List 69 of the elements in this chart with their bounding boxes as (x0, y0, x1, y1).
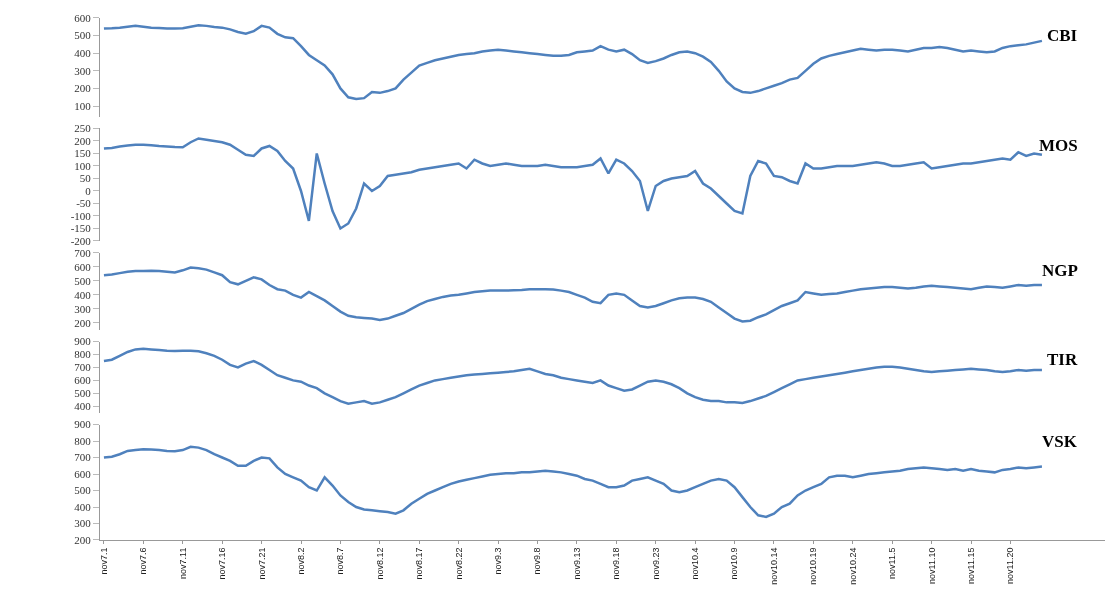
y-tick-label: 700 (74, 451, 92, 464)
y-tick-label: 700 (74, 246, 92, 259)
x-tick-label: nov7.21 (256, 547, 267, 580)
x-tick-label: nov11.15 (965, 547, 976, 584)
y-tick-label: 300 (74, 302, 92, 315)
y-tick-label: 800 (74, 348, 92, 361)
y-tick-label: 0 (85, 184, 92, 197)
y-tick-label: 600 (74, 467, 92, 480)
x-tick-label: nov8.7 (335, 547, 346, 575)
x-tick-label: nov9.18 (611, 547, 622, 580)
y-tick-label: -200 (70, 234, 92, 247)
y-tick-label: -100 (70, 209, 92, 222)
line-series (102, 347, 1044, 405)
y-tick-label: 700 (74, 361, 92, 374)
y-tick-label: 100 (74, 99, 92, 112)
y-tick-label: 600 (74, 260, 92, 273)
y-tick-label: 900 (74, 418, 92, 431)
y-tick-label: 800 (74, 434, 92, 447)
y-tick-label: 250 (74, 122, 92, 135)
y-tick-label: 600 (74, 11, 92, 24)
x-tick-label: nov8.12 (374, 547, 385, 580)
x-tick-label: nov11.5 (887, 547, 898, 579)
y-tick-label: 400 (74, 288, 92, 301)
y-tick-label: 200 (74, 533, 92, 546)
line-series (102, 24, 1044, 101)
x-tick-label: nov9.23 (650, 547, 661, 580)
x-tick-label: nov7.6 (138, 547, 149, 575)
line-series (102, 266, 1044, 323)
y-tick-label: -50 (76, 197, 92, 210)
y-tick-label: 400 (74, 400, 92, 413)
y-tick-label: 500 (74, 484, 92, 497)
x-tick-label: nov9.3 (492, 547, 503, 575)
y-tick-label: -150 (70, 222, 92, 235)
x-tick-label: nov11.20 (1005, 547, 1016, 584)
x-tick-label: nov9.13 (571, 547, 582, 580)
series-label: VSK (1042, 432, 1078, 451)
y-tick-label: 400 (74, 500, 92, 513)
y-tick-label: 200 (74, 134, 92, 147)
x-tick-label: nov10.24 (847, 547, 858, 585)
y-tick-label: 150 (74, 147, 92, 160)
series-label: CBI (1047, 26, 1078, 45)
y-tick-label: 300 (74, 517, 92, 530)
x-tick-label: nov7.1 (98, 547, 109, 575)
y-tick-label: 300 (74, 64, 92, 77)
y-tick-label: 900 (74, 335, 92, 348)
x-tick-label: nov7.16 (217, 547, 228, 580)
x-tick-label: nov9.8 (532, 547, 543, 575)
x-tick-label: nov11.10 (926, 547, 937, 584)
x-tick-label: nov10.19 (808, 547, 819, 585)
y-tick-label: 500 (74, 387, 92, 400)
x-tick-label: nov10.9 (729, 547, 740, 580)
x-tick-label: nov8.22 (453, 547, 464, 580)
series-label: MOS (1039, 136, 1078, 155)
y-tick-label: 400 (74, 47, 92, 60)
series-label: NGP (1042, 261, 1078, 280)
x-tick-label: nov8.17 (414, 547, 425, 580)
x-tick-label: nov10.4 (690, 547, 701, 580)
y-tick-label: 200 (74, 316, 92, 329)
y-tick-label: 500 (74, 29, 92, 42)
x-tick-label: nov8.2 (295, 547, 306, 575)
x-tick-label: nov7.11 (177, 547, 188, 579)
y-tick-label: 500 (74, 274, 92, 287)
y-tick-label: 100 (74, 159, 92, 172)
y-tick-label: 200 (74, 82, 92, 95)
x-tick-label: nov10.14 (768, 547, 779, 585)
series-label: TIR (1047, 350, 1078, 369)
line-series (102, 445, 1044, 519)
y-tick-label: 50 (79, 172, 92, 185)
y-tick-label: 600 (74, 374, 92, 387)
